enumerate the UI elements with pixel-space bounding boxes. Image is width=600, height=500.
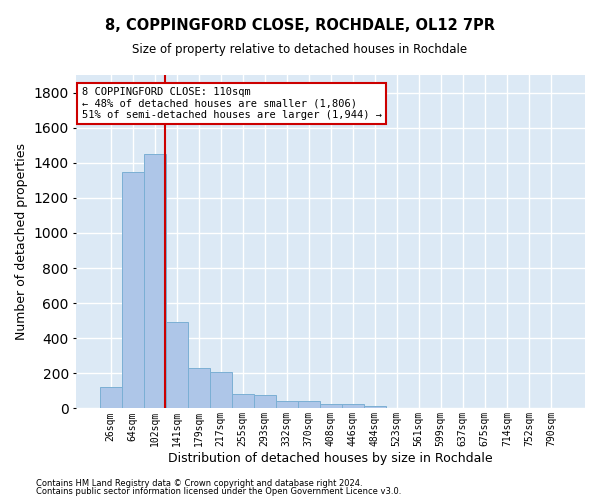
Bar	[298, 400, 320, 408]
Bar	[122, 172, 143, 408]
Y-axis label: Number of detached properties: Number of detached properties	[15, 143, 28, 340]
Bar	[364, 406, 386, 408]
Text: Size of property relative to detached houses in Rochdale: Size of property relative to detached ho…	[133, 42, 467, 56]
Bar	[320, 404, 342, 408]
Bar	[342, 404, 364, 408]
Bar	[209, 372, 232, 408]
Bar	[254, 396, 275, 408]
Text: 8 COPPINGFORD CLOSE: 110sqm
← 48% of detached houses are smaller (1,806)
51% of : 8 COPPINGFORD CLOSE: 110sqm ← 48% of det…	[82, 86, 382, 120]
X-axis label: Distribution of detached houses by size in Rochdale: Distribution of detached houses by size …	[169, 452, 493, 465]
Bar	[166, 322, 188, 408]
Bar	[232, 394, 254, 408]
Text: 8, COPPINGFORD CLOSE, ROCHDALE, OL12 7PR: 8, COPPINGFORD CLOSE, ROCHDALE, OL12 7PR	[105, 18, 495, 32]
Bar	[275, 400, 298, 408]
Bar	[143, 154, 166, 408]
Text: Contains public sector information licensed under the Open Government Licence v3: Contains public sector information licen…	[36, 487, 401, 496]
Bar	[188, 368, 209, 408]
Bar	[100, 388, 122, 408]
Text: Contains HM Land Registry data © Crown copyright and database right 2024.: Contains HM Land Registry data © Crown c…	[36, 478, 362, 488]
